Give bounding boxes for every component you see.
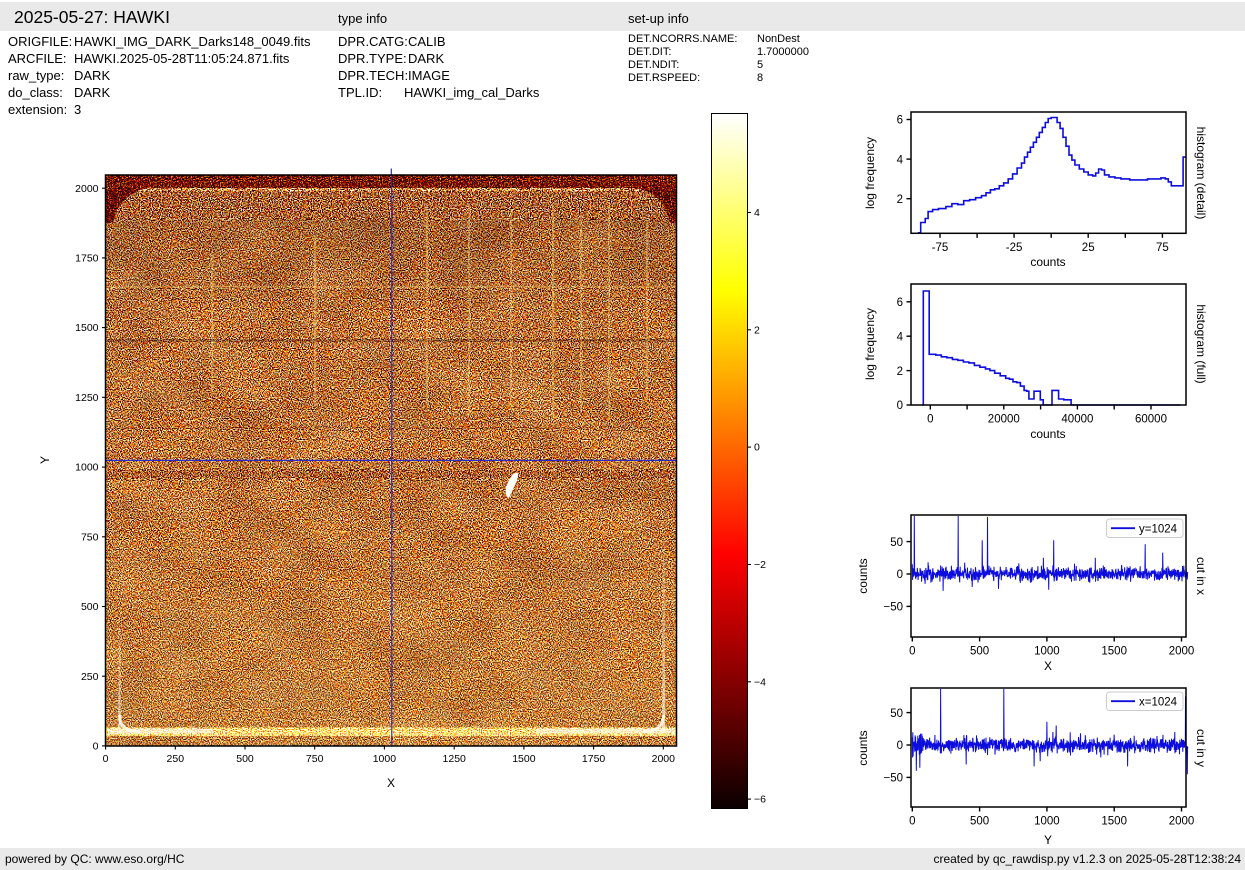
- svg-text:1500: 1500: [1101, 646, 1127, 658]
- svg-text:250: 250: [167, 753, 185, 765]
- svg-text:4: 4: [897, 154, 904, 166]
- svg-text:-75: -75: [932, 242, 949, 254]
- svg-text:50: 50: [890, 537, 903, 549]
- svg-text:250: 250: [81, 671, 99, 683]
- svg-text:4: 4: [897, 331, 904, 343]
- svg-text:75: 75: [1156, 242, 1169, 254]
- svg-text:cut in x: cut in x: [1194, 557, 1208, 595]
- svg-text:1750: 1750: [75, 253, 99, 265]
- svg-text:500: 500: [236, 753, 254, 765]
- svg-text:−2: −2: [754, 559, 766, 571]
- svg-text:1250: 1250: [443, 753, 467, 765]
- svg-text:1000: 1000: [1034, 646, 1060, 658]
- svg-text:2000: 2000: [1169, 816, 1195, 828]
- svg-text:0: 0: [897, 740, 903, 752]
- svg-text:0: 0: [909, 646, 915, 658]
- svg-text:counts: counts: [1030, 255, 1065, 269]
- svg-text:1750: 1750: [582, 753, 606, 765]
- svg-text:cut in y: cut in y: [1194, 729, 1208, 767]
- svg-text:log frequency: log frequency: [863, 308, 877, 380]
- svg-text:750: 750: [81, 531, 99, 543]
- svg-text:Y: Y: [38, 456, 52, 464]
- svg-text:0: 0: [103, 753, 109, 765]
- svg-text:2000: 2000: [75, 183, 99, 195]
- svg-text:1000: 1000: [1034, 816, 1060, 828]
- svg-text:−50: −50: [883, 602, 903, 614]
- svg-text:counts: counts: [856, 558, 870, 593]
- svg-text:0: 0: [927, 414, 933, 426]
- svg-text:60000: 60000: [1135, 414, 1167, 426]
- svg-text:counts: counts: [1030, 427, 1065, 441]
- svg-text:500: 500: [970, 646, 989, 658]
- svg-text:4: 4: [754, 207, 760, 219]
- svg-text:500: 500: [970, 816, 989, 828]
- svg-text:50: 50: [890, 708, 903, 720]
- svg-text:0: 0: [754, 442, 760, 454]
- svg-text:Y: Y: [1044, 833, 1052, 847]
- svg-text:20000: 20000: [988, 414, 1020, 426]
- svg-text:0: 0: [909, 816, 915, 828]
- svg-text:1500: 1500: [75, 322, 99, 334]
- svg-text:-25: -25: [1006, 242, 1023, 254]
- svg-text:log frequency: log frequency: [863, 137, 877, 209]
- svg-text:y=1024: y=1024: [1139, 523, 1178, 535]
- svg-text:2000: 2000: [1169, 646, 1195, 658]
- svg-text:6: 6: [897, 115, 903, 127]
- svg-text:−6: −6: [754, 794, 766, 806]
- svg-text:0: 0: [897, 400, 903, 412]
- svg-text:0: 0: [93, 741, 99, 753]
- svg-text:2: 2: [754, 324, 760, 336]
- svg-text:histogram (detail): histogram (detail): [1194, 127, 1208, 220]
- svg-text:750: 750: [306, 753, 324, 765]
- svg-text:1500: 1500: [1101, 816, 1127, 828]
- svg-text:2: 2: [897, 194, 903, 206]
- svg-text:6: 6: [897, 297, 903, 309]
- svg-text:x=1024: x=1024: [1139, 696, 1178, 708]
- svg-text:500: 500: [81, 601, 99, 613]
- svg-text:histogram (full): histogram (full): [1194, 304, 1208, 383]
- svg-text:2: 2: [897, 366, 903, 378]
- svg-text:0: 0: [897, 569, 903, 581]
- svg-text:X: X: [1044, 659, 1052, 673]
- svg-text:25: 25: [1082, 242, 1095, 254]
- svg-text:−50: −50: [883, 773, 903, 785]
- svg-text:counts: counts: [856, 730, 870, 765]
- svg-text:1000: 1000: [373, 753, 397, 765]
- svg-text:2000: 2000: [652, 753, 676, 765]
- svg-text:40000: 40000: [1061, 414, 1093, 426]
- svg-text:1250: 1250: [75, 392, 99, 404]
- svg-text:1500: 1500: [512, 753, 536, 765]
- svg-text:X: X: [387, 776, 395, 790]
- svg-text:−4: −4: [754, 676, 766, 688]
- svg-text:1000: 1000: [75, 462, 99, 474]
